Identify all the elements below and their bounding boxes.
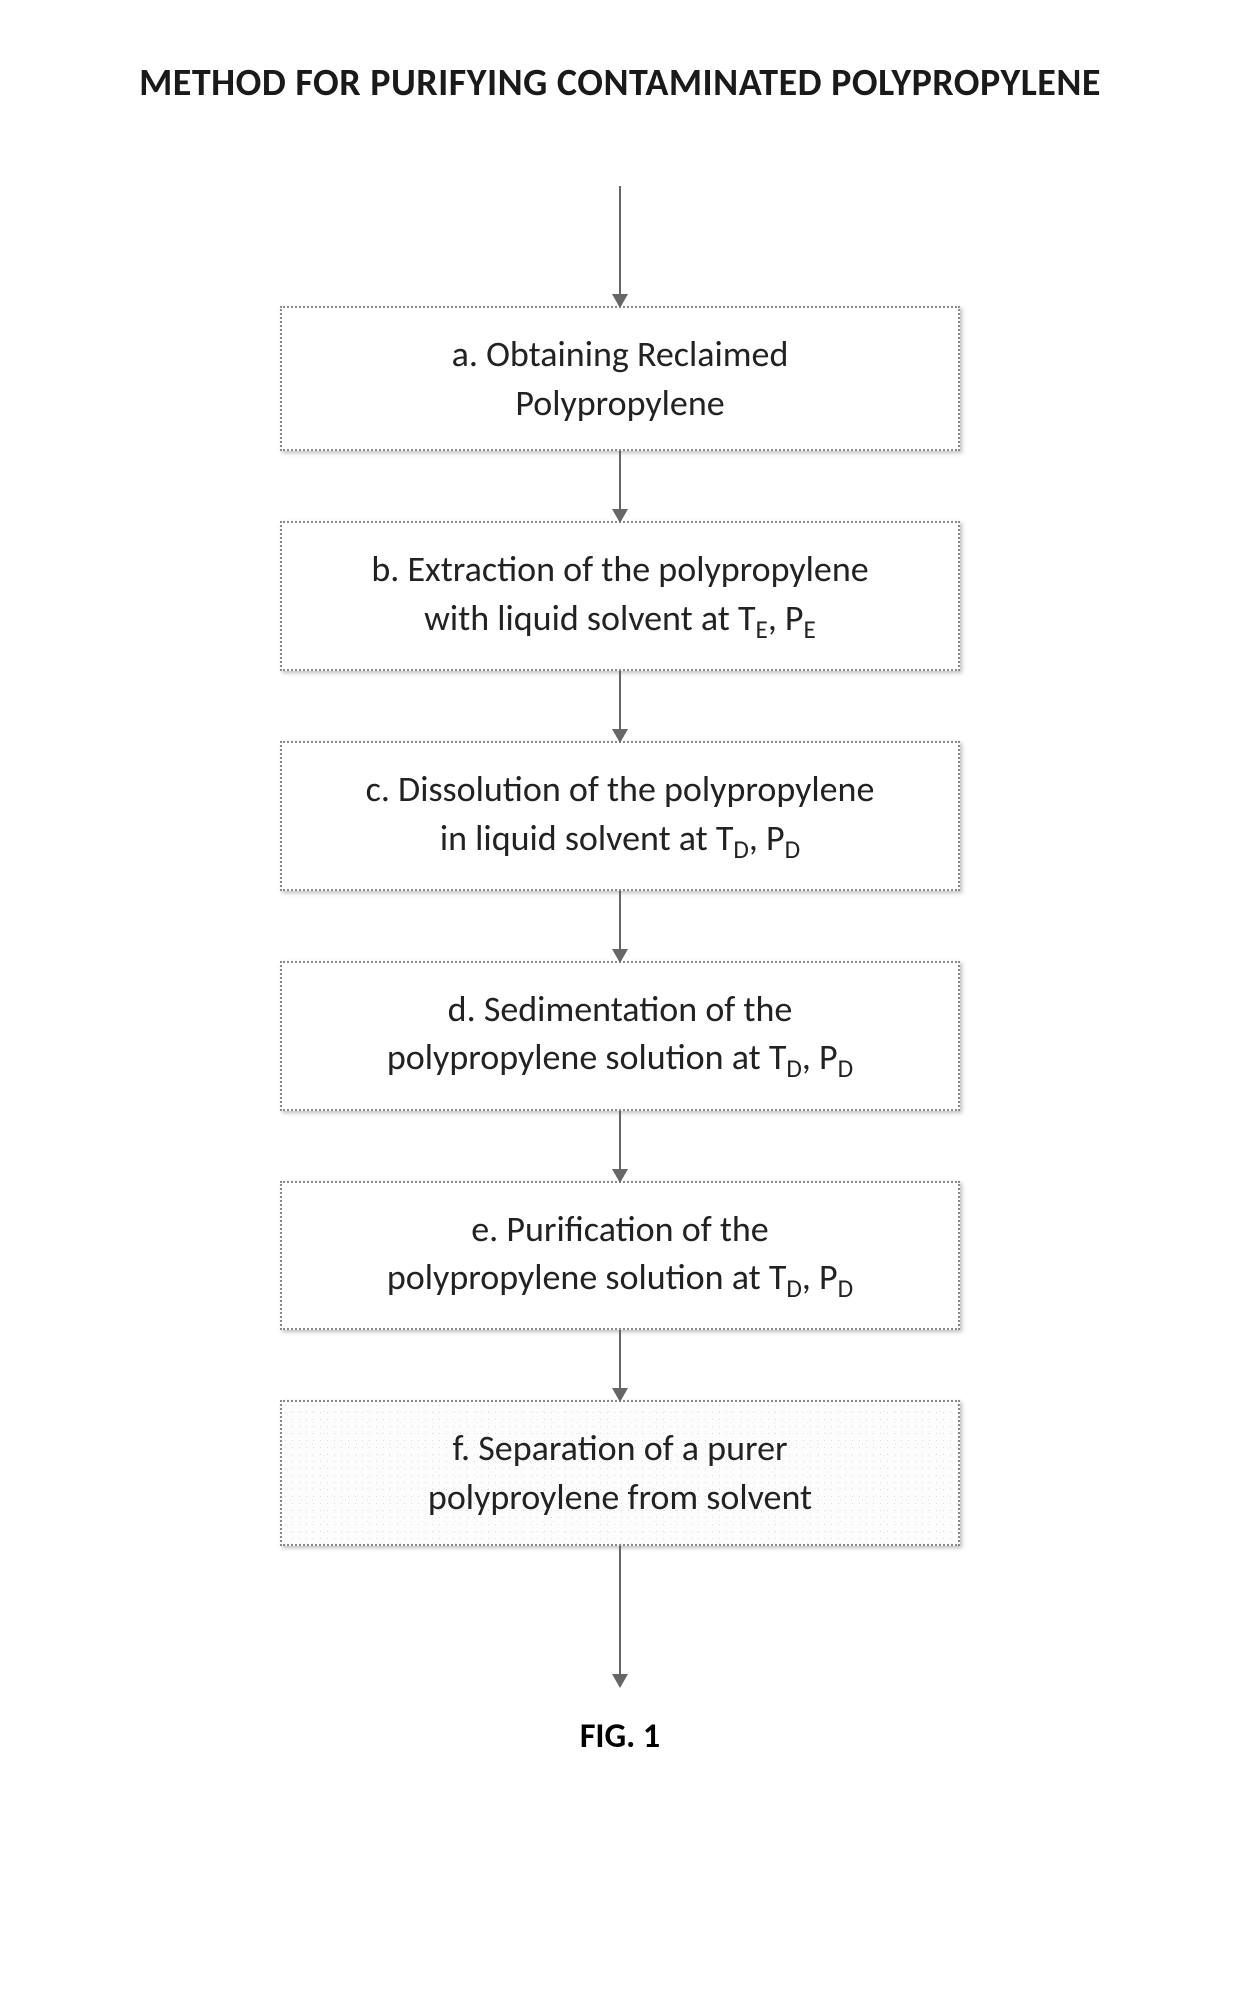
step-c-line2-pre: in liquid solvent at T	[440, 816, 734, 860]
step-c-mid: , P	[749, 816, 785, 860]
step-b-sub1: E	[756, 614, 768, 645]
step-a-line2: Polypropylene	[515, 381, 724, 425]
arrow-e-f	[619, 1330, 621, 1400]
step-d-line2-pre: polypropylene solution at T	[387, 1035, 786, 1079]
step-e-mid: , P	[802, 1255, 838, 1299]
arrow-b-c	[619, 671, 621, 741]
arrow-in	[619, 186, 621, 306]
step-f-line2: polyproylene from solvent	[428, 1475, 812, 1519]
step-e-sub2: D	[838, 1273, 854, 1304]
figure-caption: FIG. 1	[580, 1716, 660, 1757]
step-b: b. Extraction of the polypropylene with …	[280, 521, 960, 671]
flowchart: a. Obtaining Reclaimed Polypropylene b. …	[280, 186, 960, 1686]
page-title: METHOD FOR PURIFYING CONTAMINATED POLYPR…	[139, 60, 1101, 106]
step-c-line1: c. Dissolution of the polypropylene	[366, 767, 875, 811]
step-c-sub2: D	[785, 834, 801, 865]
step-b-line1: b. Extraction of the polypropylene	[371, 547, 868, 591]
step-d-line1: d. Sedimentation of the	[448, 987, 793, 1031]
step-a: a. Obtaining Reclaimed Polypropylene	[280, 306, 960, 451]
step-f: f. Separation of a purer polyproylene fr…	[280, 1400, 960, 1545]
step-d-mid: , P	[802, 1035, 838, 1079]
arrow-c-d	[619, 891, 621, 961]
step-c-sub1: D	[733, 834, 749, 865]
step-f-line1: f. Separation of a purer	[452, 1426, 787, 1470]
step-c: c. Dissolution of the polypropylene in l…	[280, 741, 960, 891]
step-b-sub2: E	[804, 614, 816, 645]
step-e: e. Purification of the polypropylene sol…	[280, 1181, 960, 1331]
step-e-line1: e. Purification of the	[471, 1207, 768, 1251]
step-b-line2-pre: with liquid solvent at T	[424, 596, 755, 640]
arrow-a-b	[619, 451, 621, 521]
step-e-line2-pre: polypropylene solution at T	[387, 1255, 786, 1299]
step-d-sub1: D	[786, 1054, 802, 1085]
step-d: d. Sedimentation of the polypropylene so…	[280, 961, 960, 1111]
step-d-sub2: D	[838, 1054, 854, 1085]
step-b-mid: , P	[768, 596, 804, 640]
step-a-line1: a. Obtaining Reclaimed	[452, 332, 789, 376]
arrow-d-e	[619, 1111, 621, 1181]
arrow-out	[619, 1546, 621, 1686]
step-e-sub1: D	[786, 1273, 802, 1304]
page: METHOD FOR PURIFYING CONTAMINATED POLYPR…	[0, 0, 1240, 1797]
